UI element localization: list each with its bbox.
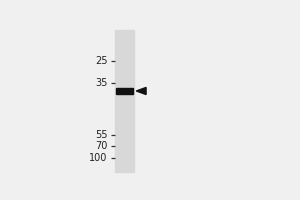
- Text: 55: 55: [95, 130, 107, 140]
- Text: 100: 100: [89, 153, 107, 163]
- Text: 35: 35: [95, 78, 107, 88]
- Text: 70: 70: [95, 141, 107, 151]
- Polygon shape: [136, 87, 146, 95]
- Text: 25: 25: [95, 56, 107, 66]
- Bar: [116, 88, 134, 94]
- Bar: [116, 30, 134, 172]
